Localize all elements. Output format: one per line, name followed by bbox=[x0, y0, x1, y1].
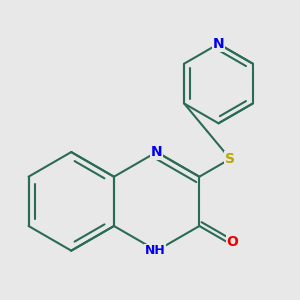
Text: NH: NH bbox=[145, 244, 166, 257]
Text: N: N bbox=[151, 145, 163, 159]
Text: S: S bbox=[225, 152, 235, 166]
Text: N: N bbox=[213, 37, 224, 51]
Text: O: O bbox=[227, 236, 239, 249]
